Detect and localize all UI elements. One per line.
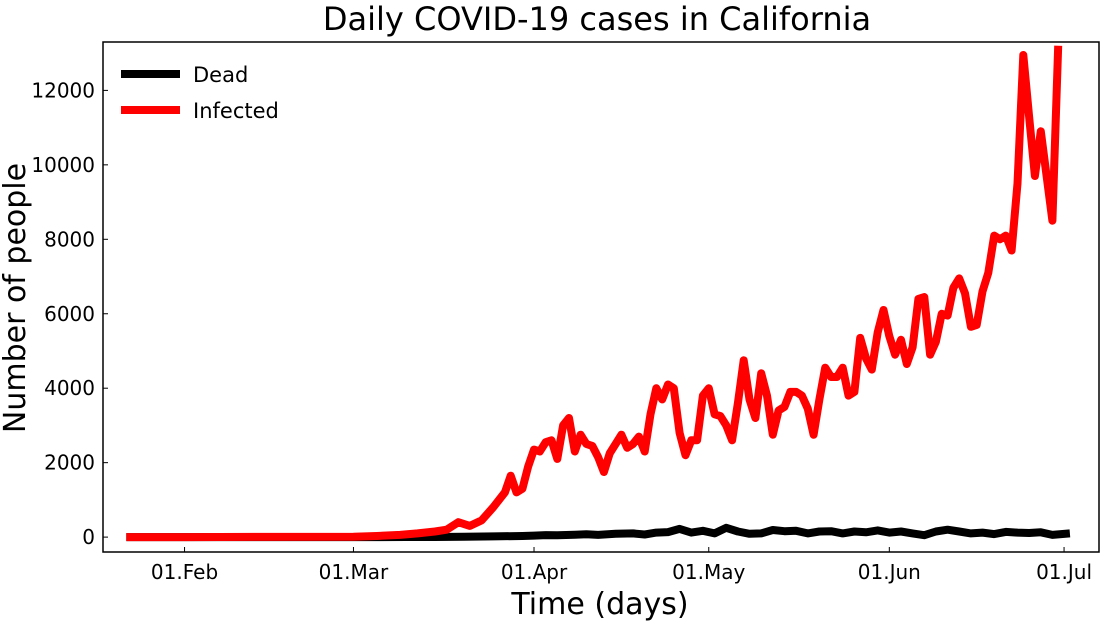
plot-area-frame xyxy=(102,41,1100,553)
x-tick-label: 01.Jul xyxy=(1036,560,1092,584)
x-tick-label: 01.Jun xyxy=(858,560,921,584)
y-tick-label: 2000 xyxy=(44,451,95,475)
x-tick-label: 01.Mar xyxy=(319,560,389,584)
series-layer xyxy=(126,45,1071,542)
legend-label-dead: Dead xyxy=(193,63,248,87)
legend-label-infected: Infected xyxy=(193,99,279,123)
x-tick-label: 01.Feb xyxy=(151,560,218,584)
y-axis: 0 2000 4000 6000 8000 10000 12000 xyxy=(31,78,108,549)
y-tick-label: 10000 xyxy=(31,153,95,177)
x-tick-label: 01.May xyxy=(672,560,745,584)
y-tick-label: 0 xyxy=(82,525,95,549)
y-tick-label: 12000 xyxy=(31,78,95,102)
x-axis-title: Time (days) xyxy=(510,587,688,622)
series-line-dead xyxy=(126,523,1071,542)
y-tick-label: 8000 xyxy=(44,227,95,251)
series-line-infected xyxy=(126,45,1063,542)
y-tick-label: 4000 xyxy=(44,376,95,400)
x-axis: 01.Feb 01.Mar 01.Apr 01.May 01.Jun 01.Jul xyxy=(151,547,1092,584)
y-axis-title: Number of people xyxy=(0,163,33,433)
x-tick-label: 01.Apr xyxy=(501,560,568,584)
y-tick-label: 6000 xyxy=(44,302,95,326)
legend: Dead Infected xyxy=(121,63,279,123)
chart-title: Daily COVID-19 cases in California xyxy=(323,0,871,38)
